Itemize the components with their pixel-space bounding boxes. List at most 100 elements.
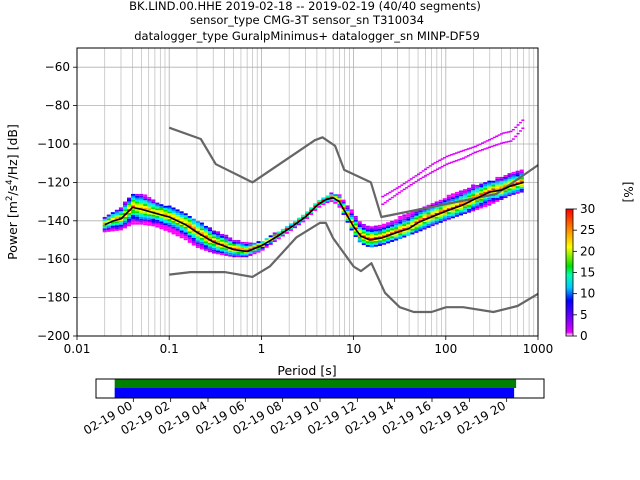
pdf-cell	[317, 203, 322, 206]
pdf-cell	[199, 247, 204, 250]
pdf-cell	[414, 227, 419, 230]
pdf-cell	[491, 188, 496, 191]
pdf-cell	[454, 205, 459, 208]
pdf-cell	[114, 209, 119, 212]
pdf-cell	[216, 235, 221, 238]
pdf-cell	[167, 207, 172, 210]
pdf-cell	[147, 208, 152, 211]
pdf-cell	[256, 248, 261, 251]
pdf-cell	[357, 238, 362, 241]
pdf-cell	[390, 238, 395, 241]
pdf-cell	[476, 144, 480, 147]
pdf-cell	[357, 230, 362, 233]
pdf-cell	[434, 209, 439, 212]
pdf-cell	[511, 183, 516, 186]
pdf-cell	[422, 212, 427, 215]
pdf-cell	[175, 220, 180, 223]
pdf-cell	[175, 232, 180, 235]
pdf-cell	[426, 210, 431, 213]
pdf-cell	[126, 218, 132, 221]
pdf-cell	[398, 227, 403, 230]
pdf-cell	[373, 240, 378, 243]
pdf-cell	[412, 176, 416, 179]
pdf-cell	[187, 223, 192, 226]
pdf-cell	[240, 255, 245, 258]
svg-text:Power [m2/s4/Hz] [dB]: Power [m2/s4/Hz] [dB]	[5, 124, 20, 260]
pdf-cell	[329, 196, 334, 199]
pdf-cell	[361, 235, 366, 238]
pdf-cell	[155, 202, 160, 205]
pdf-cell	[390, 222, 395, 225]
pdf-cell	[147, 200, 152, 203]
pdf-cell	[207, 246, 213, 249]
pdf-cell	[446, 200, 451, 203]
pdf-cell	[179, 222, 184, 225]
pdf-cell	[301, 214, 306, 217]
pdf-cell	[175, 213, 180, 216]
pdf-cell	[155, 221, 160, 224]
pdf-cell	[386, 226, 391, 229]
pdf-cell	[232, 240, 237, 242]
pdf-cell	[147, 221, 152, 224]
pdf-cell	[511, 187, 516, 190]
pdf-cell	[458, 207, 463, 210]
pdf-cell	[491, 184, 496, 187]
colorbar: 0 5 10 15 20 25 30 [%]	[565, 182, 635, 343]
pdf-cell	[361, 241, 366, 244]
y-tick-label: −100	[37, 137, 70, 151]
pdf-cell	[171, 207, 176, 210]
pdf-cell	[377, 230, 383, 233]
pdf-cell	[471, 186, 476, 189]
pdf-cell	[122, 205, 127, 208]
pdf-cell	[471, 201, 476, 204]
pdf-cell	[135, 213, 140, 216]
pdf-cell	[462, 212, 468, 215]
pdf-cell	[410, 221, 415, 223]
pdf-cell	[458, 203, 463, 206]
pdf-cell	[143, 219, 148, 222]
pdf-cell	[357, 225, 362, 227]
pdf-cell	[159, 217, 164, 220]
pdf-cell	[139, 205, 144, 208]
pdf-cell	[390, 232, 395, 235]
pdf-cell	[405, 187, 409, 189]
pdf-cell	[471, 194, 476, 196]
pdf-cell	[454, 211, 459, 214]
pdf-cell	[139, 216, 144, 219]
pdf-cell	[442, 202, 447, 204]
pdf-cell	[438, 217, 443, 220]
pdf-cell	[143, 207, 148, 210]
pdf-cell	[515, 174, 520, 177]
pdf-cell	[373, 235, 378, 238]
pdf-cell	[240, 253, 245, 256]
pdf-cell	[143, 204, 148, 206]
pdf-cell	[167, 217, 172, 220]
pdf-cell	[394, 219, 399, 222]
pdf-cell	[155, 206, 160, 209]
pdf-cell	[418, 227, 423, 230]
pdf-cell	[406, 222, 411, 225]
pdf-cell	[394, 230, 399, 233]
pdf-cell	[220, 247, 225, 250]
pdf-cell	[516, 124, 520, 126]
pdf-cell	[353, 219, 358, 222]
pdf-cell	[195, 246, 200, 248]
pdf-cell	[467, 208, 472, 211]
y-tick-label: −160	[37, 252, 70, 266]
pdf-cell	[383, 201, 387, 204]
pdf-cell	[475, 204, 480, 207]
pdf-cell	[386, 237, 391, 240]
pdf-cell	[386, 200, 390, 202]
pdf-cell	[473, 145, 477, 148]
pdf-cell	[499, 196, 504, 199]
pdf-cell	[434, 201, 439, 204]
pdf-cell	[433, 169, 437, 172]
noise-models	[168, 126, 539, 314]
pdf-cell	[442, 200, 447, 203]
colorbar-tick-label: 10	[580, 287, 595, 301]
pdf-cell	[434, 222, 439, 225]
pdf-cell	[171, 224, 176, 227]
pdf-cell	[400, 190, 404, 192]
pdf-cell	[288, 225, 293, 228]
pdf-cell	[414, 231, 419, 233]
